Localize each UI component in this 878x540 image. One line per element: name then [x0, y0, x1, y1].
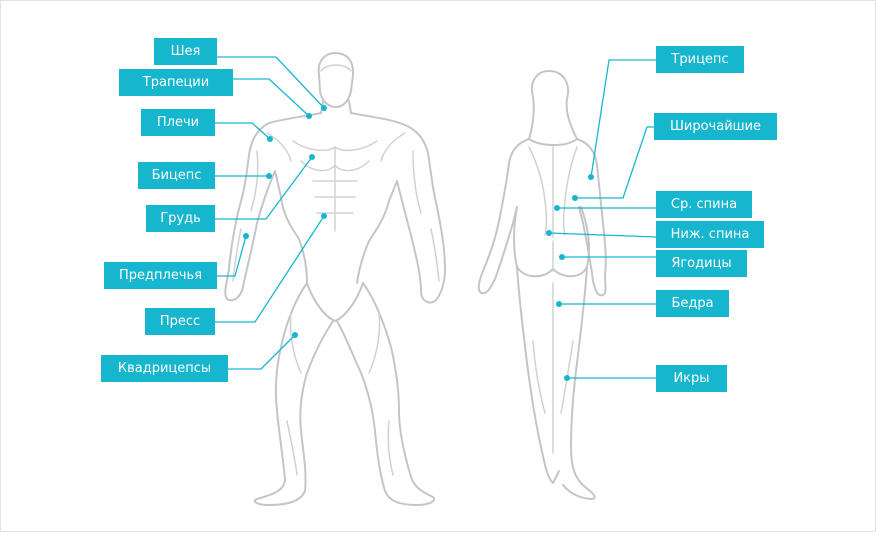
front-figure: [224, 52, 446, 506]
label-lower-back[interactable]: Ниж. спина: [656, 221, 764, 248]
label-neck[interactable]: Шея: [154, 38, 217, 65]
label-glutes[interactable]: Ягодицы: [656, 250, 747, 277]
label-hamstrings[interactable]: Бедра: [656, 290, 729, 317]
label-triceps[interactable]: Трицепс: [656, 46, 744, 73]
label-lats[interactable]: Широчайшие: [654, 113, 777, 140]
right-leaders: [546, 59, 657, 381]
left-leaders: [215, 56, 327, 370]
label-abs[interactable]: Пресс: [145, 308, 215, 335]
label-biceps[interactable]: Бицепс: [138, 162, 215, 189]
label-chest[interactable]: Грудь: [146, 205, 215, 232]
label-middle-back[interactable]: Ср. спина: [656, 191, 752, 218]
label-calves[interactable]: Икры: [656, 365, 727, 392]
label-shoulders[interactable]: Плечи: [141, 109, 215, 136]
label-trapezius[interactable]: Трапеции: [119, 69, 233, 96]
label-forearms[interactable]: Предплечья: [104, 262, 217, 289]
back-figure: [477, 70, 607, 500]
label-quadriceps[interactable]: Квадрицепсы: [101, 355, 228, 382]
